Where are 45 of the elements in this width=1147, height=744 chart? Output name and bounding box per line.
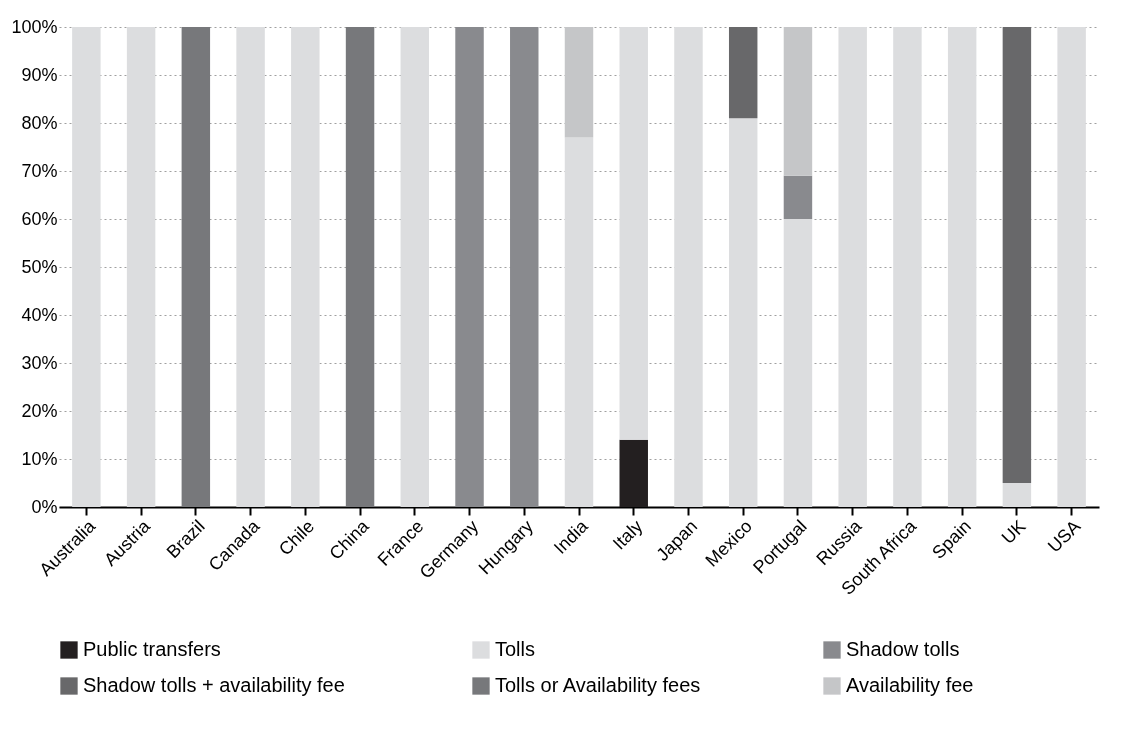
bar [728, 118, 758, 507]
legend-label: Tolls [495, 638, 536, 660]
bar [893, 27, 922, 507]
bar [619, 439, 648, 507]
bar [728, 27, 758, 119]
bar [72, 27, 101, 507]
bar [1002, 483, 1032, 507]
y-tick-label: 90% [21, 64, 58, 85]
y-tick-label: 60% [21, 208, 58, 229]
bar [783, 175, 813, 219]
bar [783, 27, 813, 176]
bar [126, 27, 156, 507]
y-tick-label: 100% [11, 16, 58, 37]
x-tick-label: UK [997, 516, 1030, 548]
bar [400, 27, 430, 507]
legend-label: Tolls or Availability fees [495, 674, 701, 696]
y-tick-label: 20% [21, 400, 58, 421]
y-tick-label: 70% [21, 160, 58, 181]
bar [345, 27, 375, 507]
legend-label: Availability fee [846, 674, 974, 696]
bar [564, 137, 594, 507]
bar [947, 27, 977, 507]
y-tick-label: 50% [21, 256, 58, 277]
y-tick-label: 40% [21, 304, 58, 325]
bar [564, 27, 594, 138]
bar [1057, 27, 1086, 507]
legend-label: Public transfers [83, 638, 221, 660]
x-tick-label: Italy [608, 516, 647, 554]
y-tick-label: 80% [21, 112, 58, 133]
bar [783, 219, 813, 507]
x-tick-label: USA [1044, 516, 1085, 557]
bar [838, 27, 867, 507]
bar [236, 27, 265, 507]
bar [291, 27, 320, 507]
bar [510, 27, 539, 507]
bar [619, 27, 648, 440]
bar [455, 27, 484, 507]
bar [674, 27, 703, 507]
y-tick-label: 0% [31, 496, 58, 517]
bar [1002, 27, 1032, 483]
legend-label: Shadow tolls + availability fee [83, 674, 345, 696]
y-tick-label: 10% [21, 448, 58, 469]
bar [181, 27, 211, 507]
legend-label: Shadow tolls [846, 638, 960, 660]
y-tick-label: 30% [21, 352, 58, 373]
